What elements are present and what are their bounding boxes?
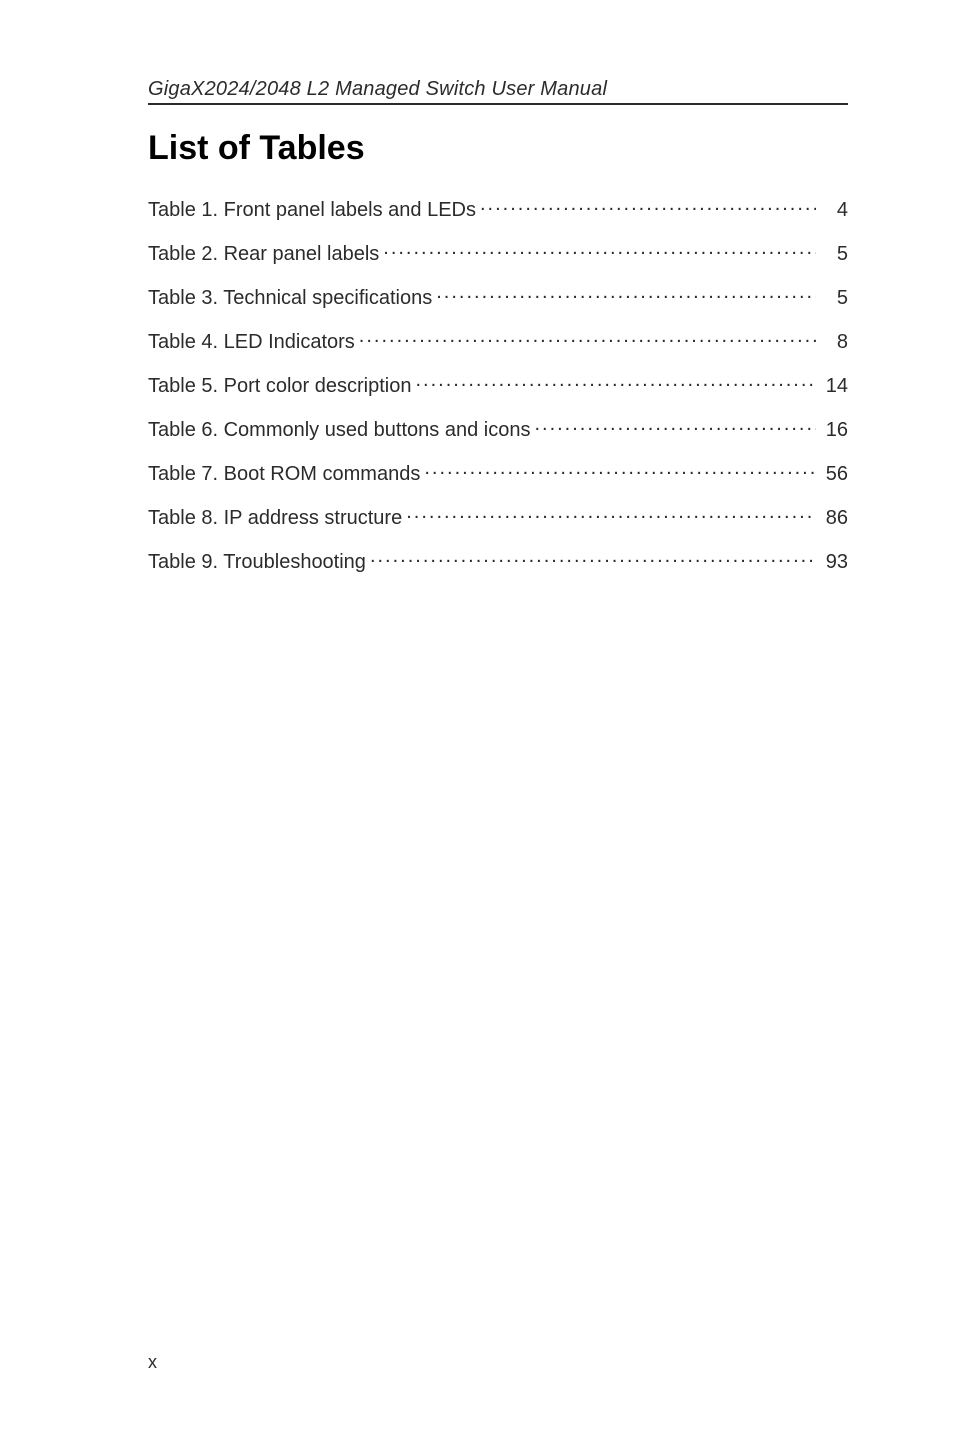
toc-entry: Table 3. Technical specifications 5 — [148, 284, 848, 310]
toc-label: Table 6. Commonly used buttons and icons — [148, 419, 530, 442]
toc-leader — [415, 372, 816, 392]
toc-leader — [370, 548, 816, 568]
page: GigaX2024/2048 L2 Managed Switch User Ma… — [0, 0, 954, 1431]
toc-page-number: 16 — [820, 419, 848, 442]
toc-leader — [480, 196, 816, 216]
toc-leader — [424, 460, 816, 480]
toc-label: Table 9. Troubleshooting — [148, 551, 366, 574]
toc-leader — [534, 416, 816, 436]
toc-page-number: 56 — [820, 463, 848, 486]
toc-label: Table 7. Boot ROM commands — [148, 463, 420, 486]
toc-entry: Table 2. Rear panel labels 5 — [148, 240, 848, 266]
toc-leader — [383, 240, 816, 260]
toc-leader — [436, 284, 816, 304]
toc-entry: Table 7. Boot ROM commands 56 — [148, 460, 848, 486]
toc-page-number: 4 — [820, 199, 848, 222]
toc-entry: Table 4. LED Indicators 8 — [148, 328, 848, 354]
list-of-tables: Table 1. Front panel labels and LEDs 4 T… — [148, 196, 848, 574]
toc-page-number: 8 — [820, 331, 848, 354]
toc-page-number: 86 — [820, 507, 848, 530]
toc-entry: Table 9. Troubleshooting 93 — [148, 548, 848, 574]
toc-page-number: 5 — [820, 287, 848, 310]
toc-entry: Table 1. Front panel labels and LEDs 4 — [148, 196, 848, 222]
toc-leader — [359, 328, 816, 348]
toc-page-number: 14 — [820, 375, 848, 398]
page-number: x — [148, 1352, 157, 1373]
toc-label: Table 1. Front panel labels and LEDs — [148, 199, 476, 222]
page-title: List of Tables — [148, 129, 844, 168]
toc-label: Table 4. LED Indicators — [148, 331, 355, 354]
toc-label: Table 8. IP address structure — [148, 507, 402, 530]
toc-label: Table 3. Technical specifications — [148, 287, 432, 310]
toc-entry: Table 5. Port color description 14 — [148, 372, 848, 398]
toc-entry: Table 6. Commonly used buttons and icons… — [148, 416, 848, 442]
toc-leader — [406, 504, 816, 524]
running-head: GigaX2024/2048 L2 Managed Switch User Ma… — [148, 78, 848, 105]
toc-label: Table 5. Port color description — [148, 375, 411, 398]
toc-entry: Table 8. IP address structure 86 — [148, 504, 848, 530]
toc-label: Table 2. Rear panel labels — [148, 243, 379, 266]
toc-page-number: 93 — [820, 551, 848, 574]
toc-page-number: 5 — [820, 243, 848, 266]
